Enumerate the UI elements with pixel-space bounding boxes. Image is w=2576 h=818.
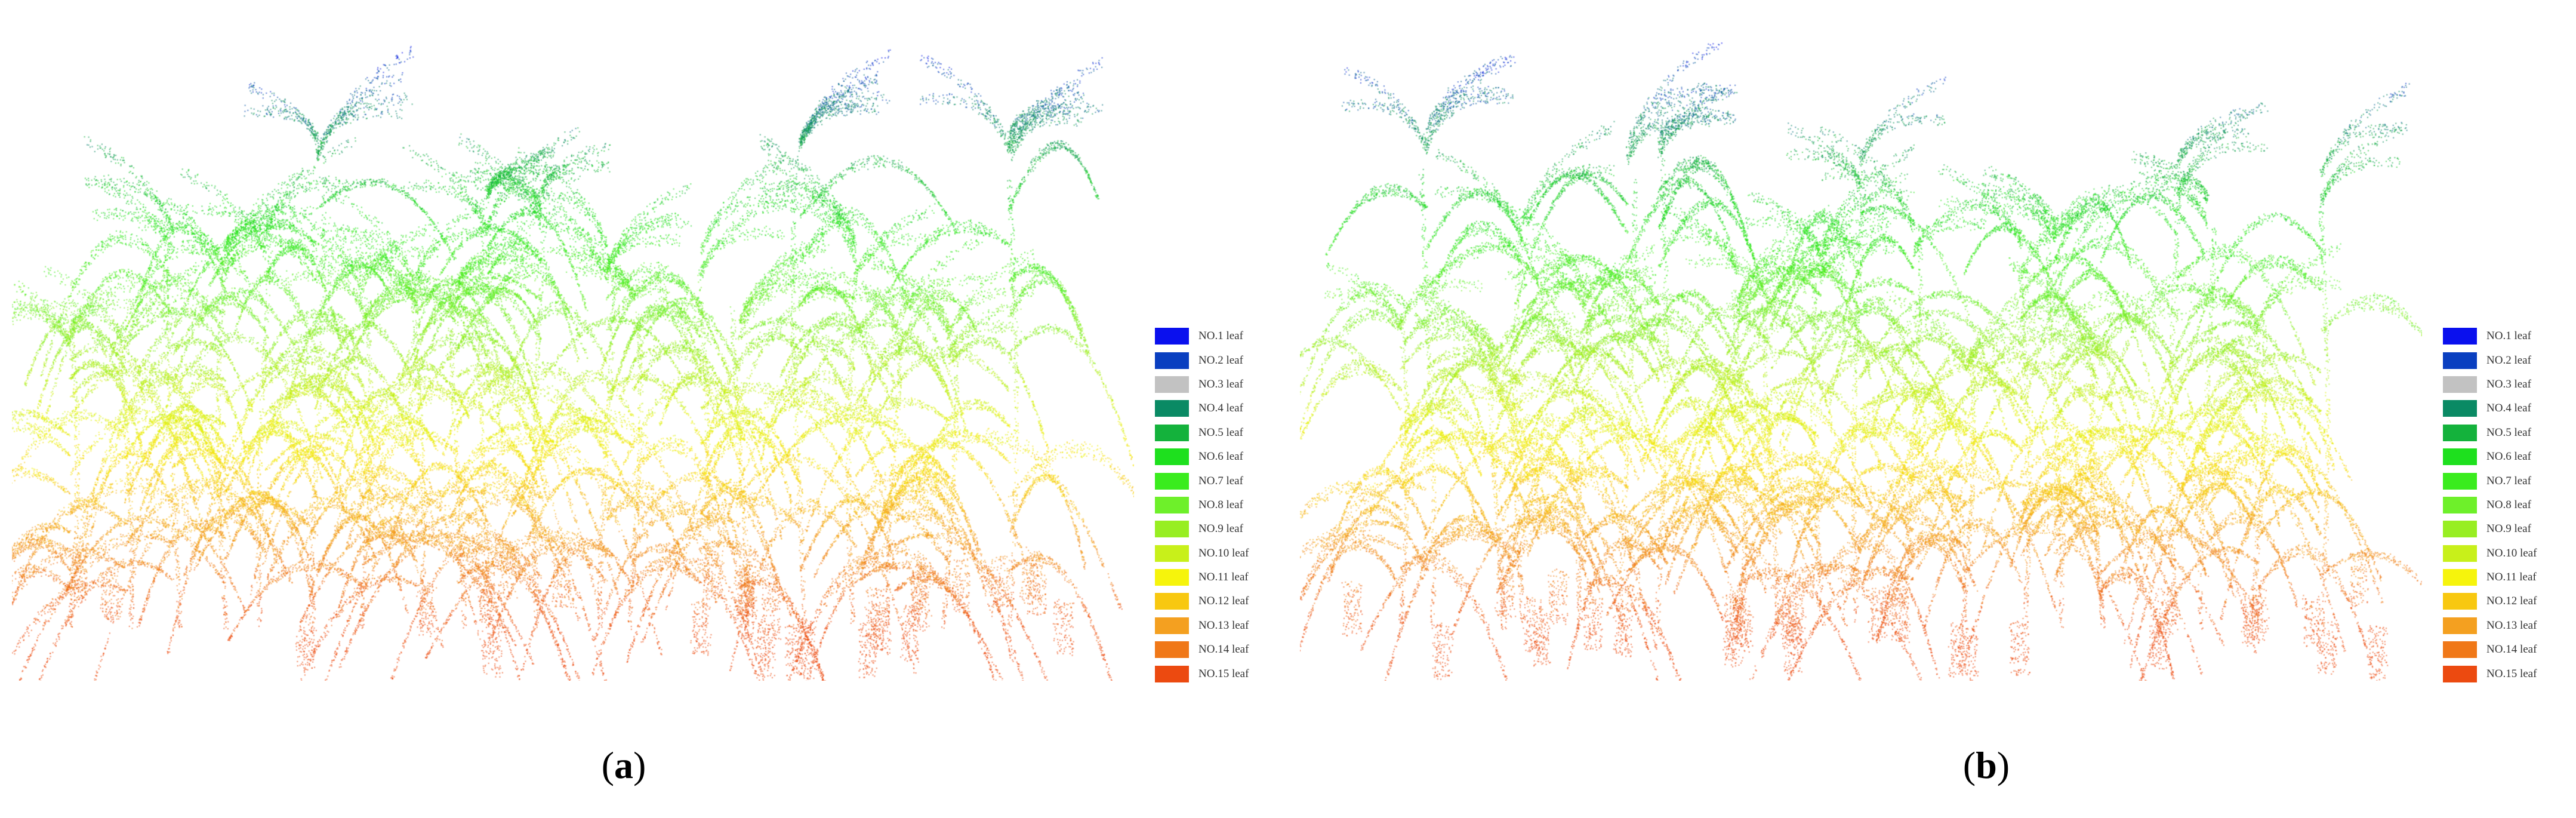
legend-label: NO.5 leaf — [1198, 426, 1243, 439]
legend-label: NO.13 leaf — [1198, 619, 1249, 632]
legend-item: NO.6 leaf — [1155, 445, 1280, 469]
legend-item: NO.8 leaf — [2443, 493, 2568, 517]
legend-label: NO.2 leaf — [2486, 353, 2531, 367]
legend-item: NO.5 leaf — [1155, 421, 1280, 445]
legend-swatch — [1155, 400, 1189, 417]
legend-label: NO.3 leaf — [2486, 377, 2531, 390]
legend-item: NO.4 leaf — [1155, 396, 1280, 420]
legend-swatch — [2443, 424, 2477, 441]
legend-label: NO.2 leaf — [1198, 353, 1243, 367]
legend-swatch — [2443, 593, 2477, 610]
leaf-legend-a: NO.1 leaf NO.2 leaf NO.3 leaf NO.4 leaf NO.5… — [1155, 324, 1280, 686]
legend-item: NO.10 leaf — [1155, 542, 1280, 565]
legend-item: NO.1 leaf — [2443, 324, 2568, 348]
legend-swatch — [2443, 545, 2477, 562]
legend-item: NO.9 leaf — [2443, 517, 2568, 541]
legend-swatch — [2443, 617, 2477, 634]
legend-swatch — [1155, 472, 1189, 490]
panel-caption-a: (a) — [601, 744, 646, 786]
legend-swatch — [1155, 569, 1189, 586]
legend-swatch — [2443, 328, 2477, 345]
legend-item: NO.15 leaf — [2443, 662, 2568, 685]
legend-label: NO.11 leaf — [1198, 571, 1249, 584]
legend-label: NO.9 leaf — [1198, 522, 1243, 536]
legend-label: NO.3 leaf — [1198, 377, 1243, 390]
legend-swatch — [1155, 376, 1189, 393]
legend-item: NO.13 leaf — [2443, 614, 2568, 638]
legend-label: NO.13 leaf — [2486, 619, 2537, 632]
panel-a: NO.1 leaf NO.2 leaf NO.3 leaf NO.4 leaf NO.5… — [12, 12, 1280, 786]
legend-label: NO.10 leaf — [1198, 546, 1249, 559]
legend-item: NO.7 leaf — [1155, 469, 1280, 493]
legend-swatch — [1155, 545, 1189, 562]
legend-item: NO.9 leaf — [1155, 517, 1280, 541]
legend-swatch — [2443, 569, 2477, 586]
legend-swatch — [2443, 521, 2477, 538]
legend-label: NO.14 leaf — [2486, 643, 2537, 656]
legend-label: NO.4 leaf — [1198, 402, 1243, 415]
legend-swatch — [1155, 328, 1189, 345]
leaf-legend-b: NO.1 leaf NO.2 leaf NO.3 leaf NO.4 leaf NO.5… — [2443, 324, 2568, 686]
legend-item: NO.11 leaf — [2443, 565, 2568, 589]
legend-label: NO.7 leaf — [1198, 474, 1243, 487]
legend-item: NO.14 leaf — [2443, 638, 2568, 662]
legend-item: NO.13 leaf — [1155, 614, 1280, 638]
panel-b: NO.1 leaf NO.2 leaf NO.3 leaf NO.4 leaf NO.5… — [1288, 0, 2576, 818]
legend-item: NO.14 leaf — [1155, 638, 1280, 662]
legend-label: NO.15 leaf — [2486, 667, 2537, 680]
legend-item: NO.5 leaf — [2443, 421, 2568, 445]
legend-label: NO.7 leaf — [2486, 474, 2531, 487]
legend-item: NO.12 leaf — [2443, 589, 2568, 613]
legend-swatch — [2443, 472, 2477, 490]
legend-label: NO.12 leaf — [2486, 595, 2537, 608]
legend-swatch — [1155, 521, 1189, 538]
legend-swatch — [1155, 424, 1189, 441]
legend-item: NO.7 leaf — [2443, 469, 2568, 493]
legend-label: NO.1 leaf — [2486, 330, 2531, 343]
legend-swatch — [2443, 400, 2477, 417]
legend-label: NO.9 leaf — [2486, 522, 2531, 536]
legend-label: NO.10 leaf — [2486, 546, 2537, 559]
legend-swatch — [1155, 617, 1189, 634]
legend-swatch — [2443, 641, 2477, 659]
legend-swatch — [1155, 496, 1189, 513]
legend-swatch — [1155, 593, 1189, 610]
legend-item: NO.12 leaf — [1155, 589, 1280, 613]
legend-item: NO.11 leaf — [1155, 565, 1280, 589]
legend-item: NO.10 leaf — [2443, 542, 2568, 565]
point-cloud-image-b — [1300, 12, 2422, 681]
legend-swatch — [2443, 496, 2477, 513]
legend-label: NO.6 leaf — [1198, 450, 1243, 463]
legend-item: NO.1 leaf — [1155, 324, 1280, 348]
legend-swatch — [2443, 376, 2477, 393]
legend-swatch — [1155, 641, 1189, 659]
legend-label: NO.1 leaf — [1198, 330, 1243, 343]
panel-caption-b: (b) — [1962, 744, 2010, 786]
legend-swatch — [2443, 448, 2477, 466]
legend-label: NO.5 leaf — [2486, 426, 2531, 439]
legend-item: NO.2 leaf — [2443, 348, 2568, 372]
legend-label: NO.8 leaf — [2486, 498, 2531, 511]
legend-label: NO.15 leaf — [1198, 667, 1249, 680]
legend-label: NO.12 leaf — [1198, 595, 1249, 608]
legend-label: NO.6 leaf — [2486, 450, 2531, 463]
legend-item: NO.3 leaf — [1155, 373, 1280, 396]
legend-swatch — [1155, 352, 1189, 369]
legend-swatch — [2443, 665, 2477, 682]
legend-item: NO.4 leaf — [2443, 396, 2568, 420]
legend-item: NO.15 leaf — [1155, 662, 1280, 685]
legend-item: NO.3 leaf — [2443, 373, 2568, 396]
legend-item: NO.8 leaf — [1155, 493, 1280, 517]
legend-item: NO.2 leaf — [1155, 348, 1280, 372]
legend-label: NO.4 leaf — [2486, 402, 2531, 415]
legend-swatch — [2443, 352, 2477, 369]
legend-swatch — [1155, 448, 1189, 466]
legend-label: NO.8 leaf — [1198, 498, 1243, 511]
legend-label: NO.11 leaf — [2486, 571, 2537, 584]
legend-item: NO.6 leaf — [2443, 445, 2568, 469]
legend-swatch — [1155, 665, 1189, 682]
legend-label: NO.14 leaf — [1198, 643, 1249, 656]
point-cloud-image-a — [12, 12, 1134, 681]
